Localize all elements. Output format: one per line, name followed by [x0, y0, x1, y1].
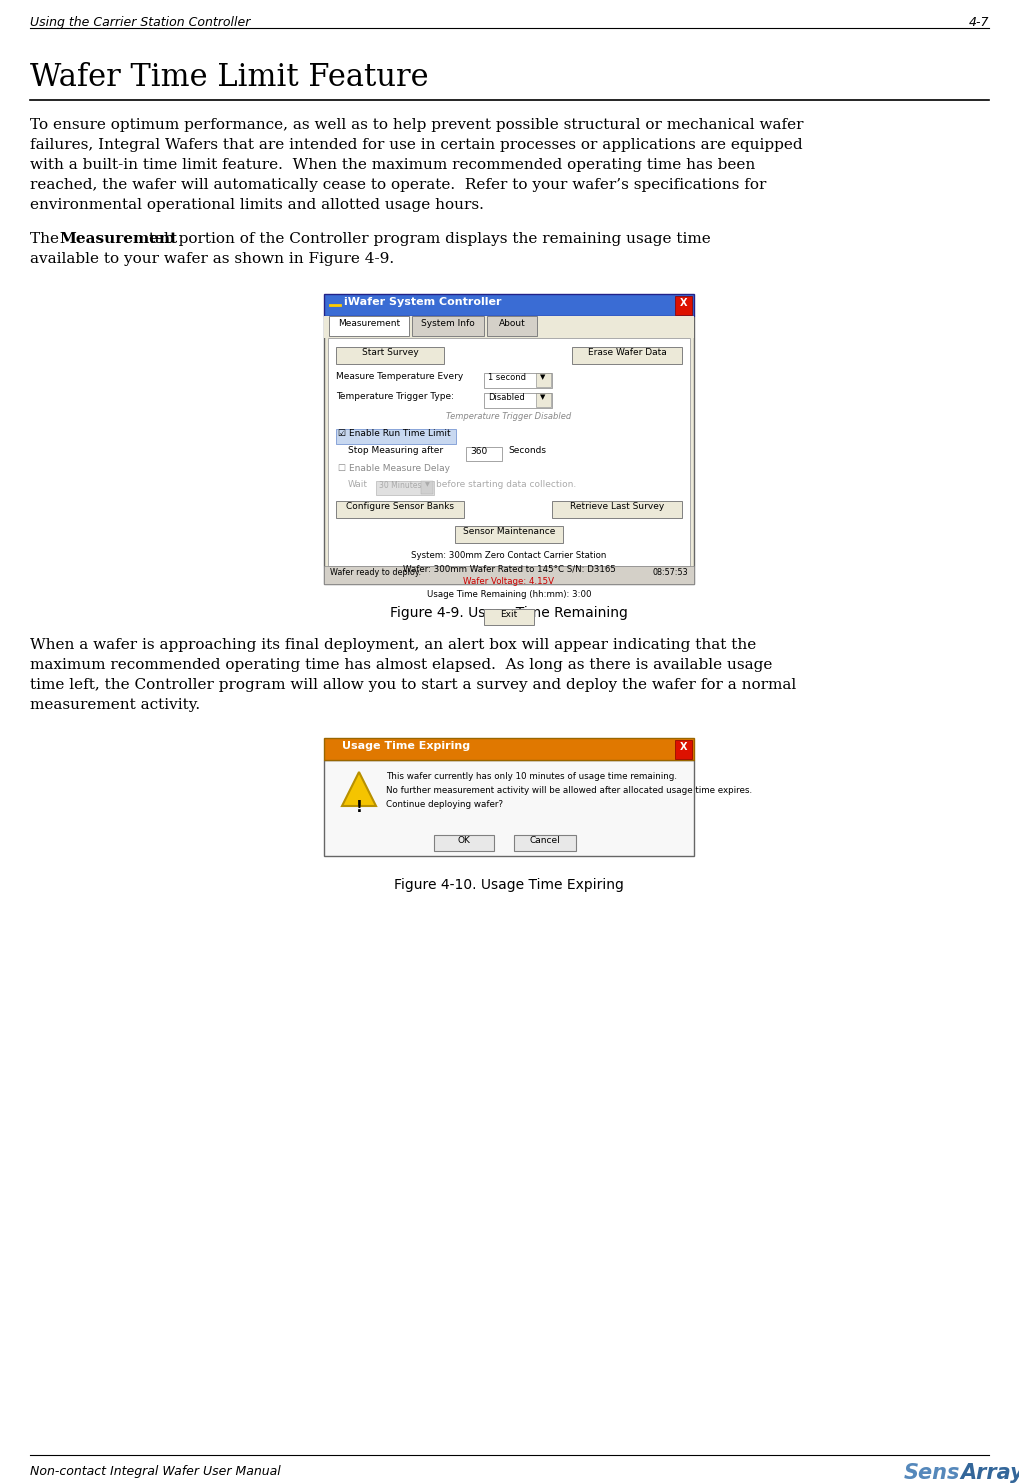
- Text: Figure 4-10. Usage Time Expiring: Figure 4-10. Usage Time Expiring: [394, 878, 624, 891]
- Text: Retrieve Last Survey: Retrieve Last Survey: [570, 503, 664, 512]
- FancyBboxPatch shape: [329, 316, 409, 337]
- FancyBboxPatch shape: [324, 294, 694, 316]
- Text: This wafer currently has only 10 minutes of usage time remaining.: This wafer currently has only 10 minutes…: [386, 773, 677, 782]
- FancyBboxPatch shape: [466, 446, 502, 461]
- FancyBboxPatch shape: [434, 835, 494, 851]
- FancyBboxPatch shape: [487, 316, 537, 337]
- Text: Array: Array: [960, 1464, 1019, 1483]
- FancyBboxPatch shape: [484, 374, 552, 389]
- FancyBboxPatch shape: [675, 740, 692, 759]
- Text: 08:57:53: 08:57:53: [652, 568, 688, 577]
- Text: Wafer ready to deploy.: Wafer ready to deploy.: [330, 568, 421, 577]
- Text: 4-7: 4-7: [968, 16, 989, 30]
- FancyBboxPatch shape: [324, 316, 694, 584]
- Text: Measure Temperature Every: Measure Temperature Every: [336, 372, 464, 381]
- Text: Disabled: Disabled: [488, 393, 525, 402]
- Text: Usage Time Remaining (hh:mm): 3:00: Usage Time Remaining (hh:mm): 3:00: [427, 590, 591, 599]
- Text: Sensor Maintenance: Sensor Maintenance: [463, 526, 555, 535]
- Text: Erase Wafer Data: Erase Wafer Data: [588, 349, 666, 357]
- FancyBboxPatch shape: [675, 297, 692, 314]
- FancyBboxPatch shape: [336, 429, 455, 443]
- Text: When a wafer is approaching its final deployment, an alert box will appear indic: When a wafer is approaching its final de…: [30, 638, 756, 653]
- Text: Wafer Time Limit Feature: Wafer Time Limit Feature: [30, 62, 429, 93]
- Text: Temperature Trigger Disabled: Temperature Trigger Disabled: [446, 412, 572, 421]
- Text: Exit: Exit: [500, 610, 518, 618]
- Text: Cancel: Cancel: [530, 836, 560, 845]
- FancyBboxPatch shape: [336, 501, 464, 518]
- Text: Wafer: 300mm Wafer Rated to 145°C S/N: D3165: Wafer: 300mm Wafer Rated to 145°C S/N: D…: [403, 564, 615, 572]
- Text: Continue deploying wafer?: Continue deploying wafer?: [386, 799, 503, 810]
- Text: Stop Measuring after: Stop Measuring after: [348, 446, 443, 455]
- Text: Temperature Trigger Type:: Temperature Trigger Type:: [336, 392, 454, 400]
- Text: !: !: [356, 799, 363, 816]
- Text: Measurement: Measurement: [59, 231, 177, 246]
- Text: with a built-in time limit feature.  When the maximum recommended operating time: with a built-in time limit feature. When…: [30, 159, 755, 172]
- Text: ☑ Enable Run Time Limit: ☑ Enable Run Time Limit: [338, 429, 450, 437]
- FancyBboxPatch shape: [552, 501, 682, 518]
- Text: ▼: ▼: [540, 374, 546, 380]
- Text: time left, the Controller program will allow you to start a survey and deploy th: time left, the Controller program will a…: [30, 678, 796, 693]
- FancyBboxPatch shape: [536, 374, 551, 387]
- Text: ☐ Enable Measure Delay: ☐ Enable Measure Delay: [338, 464, 450, 473]
- Text: Wait: Wait: [348, 480, 368, 489]
- Text: To ensure optimum performance, as well as to help prevent possible structural or: To ensure optimum performance, as well a…: [30, 119, 804, 132]
- Text: Usage Time Expiring: Usage Time Expiring: [342, 742, 470, 750]
- FancyBboxPatch shape: [421, 480, 433, 494]
- FancyBboxPatch shape: [324, 739, 694, 759]
- Text: ▼: ▼: [540, 394, 546, 400]
- Text: Wafer Voltage: 4.15V: Wafer Voltage: 4.15V: [464, 577, 554, 586]
- Polygon shape: [342, 773, 376, 805]
- Text: failures, Integral Wafers that are intended for use in certain processes or appl: failures, Integral Wafers that are inten…: [30, 138, 803, 151]
- Text: Figure 4-9. Usage Time Remaining: Figure 4-9. Usage Time Remaining: [390, 607, 628, 620]
- Text: environmental operational limits and allotted usage hours.: environmental operational limits and all…: [30, 199, 484, 212]
- Text: iWafer System Controller: iWafer System Controller: [344, 297, 501, 307]
- Text: Using the Carrier Station Controller: Using the Carrier Station Controller: [30, 16, 251, 30]
- Text: before starting data collection.: before starting data collection.: [436, 480, 577, 489]
- Text: 1 second: 1 second: [488, 374, 526, 383]
- FancyBboxPatch shape: [412, 316, 484, 337]
- Text: maximum recommended operating time has almost elapsed.  As long as there is avai: maximum recommended operating time has a…: [30, 658, 772, 672]
- Text: Measurement: Measurement: [338, 319, 400, 328]
- FancyBboxPatch shape: [484, 610, 534, 624]
- Text: Configure Sensor Banks: Configure Sensor Banks: [346, 503, 454, 512]
- FancyBboxPatch shape: [536, 393, 551, 406]
- FancyBboxPatch shape: [324, 316, 694, 338]
- Text: 30 Minutes: 30 Minutes: [379, 480, 422, 489]
- Text: X: X: [681, 298, 688, 308]
- Text: Start Survey: Start Survey: [362, 349, 419, 357]
- Text: ▼: ▼: [425, 482, 429, 486]
- Text: measurement activity.: measurement activity.: [30, 698, 200, 712]
- Text: About: About: [498, 319, 526, 328]
- FancyBboxPatch shape: [324, 567, 694, 584]
- FancyBboxPatch shape: [328, 338, 690, 567]
- Text: System Info: System Info: [421, 319, 475, 328]
- Text: System: 300mm Zero Contact Carrier Station: System: 300mm Zero Contact Carrier Stati…: [412, 552, 606, 561]
- Text: OK: OK: [458, 836, 471, 845]
- FancyBboxPatch shape: [376, 480, 434, 495]
- FancyBboxPatch shape: [484, 393, 552, 408]
- Text: No further measurement activity will be allowed after allocated usage time expir: No further measurement activity will be …: [386, 786, 752, 795]
- Text: reached, the wafer will automatically cease to operate.  Refer to your wafer’s s: reached, the wafer will automatically ce…: [30, 178, 766, 191]
- Text: tab portion of the Controller program displays the remaining usage time: tab portion of the Controller program di…: [144, 231, 710, 246]
- FancyBboxPatch shape: [324, 759, 694, 856]
- Text: Sens: Sens: [904, 1464, 960, 1483]
- Text: The: The: [30, 231, 64, 246]
- Text: Seconds: Seconds: [508, 446, 546, 455]
- Text: available to your wafer as shown in Figure 4-9.: available to your wafer as shown in Figu…: [30, 252, 394, 265]
- FancyBboxPatch shape: [455, 526, 564, 543]
- Text: 360: 360: [470, 446, 487, 455]
- Text: X: X: [681, 742, 688, 752]
- Text: Non-contact Integral Wafer User Manual: Non-contact Integral Wafer User Manual: [30, 1465, 281, 1479]
- FancyBboxPatch shape: [336, 347, 444, 363]
- FancyBboxPatch shape: [514, 835, 576, 851]
- FancyBboxPatch shape: [572, 347, 682, 363]
